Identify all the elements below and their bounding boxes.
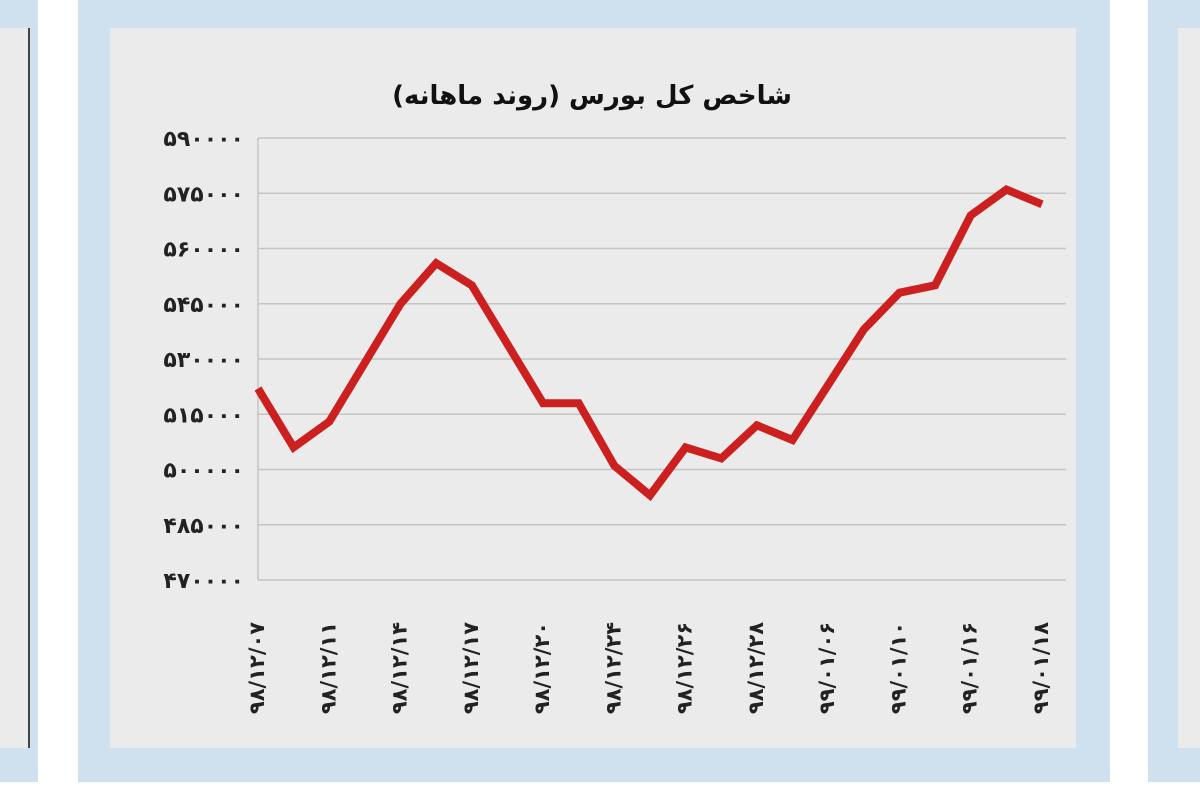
y-tick-label: ۵۴۵۰۰۰: [163, 293, 244, 318]
chart-panel: [110, 28, 1076, 748]
y-tick-label: ۵۰۰۰۰۰: [163, 459, 244, 484]
y-tick-label: ۵۹۰۰۰۰: [163, 127, 244, 152]
x-tick-label: ۹۸/۱۲/۲۸: [744, 622, 768, 714]
series-layer: [254, 185, 1044, 502]
left-panel: [0, 28, 30, 748]
y-tick-label: ۴۸۵۰۰۰: [163, 514, 244, 539]
left-chart-edge: [28, 28, 30, 748]
chart-title: شاخص کل بورس (روند ماهانه): [392, 81, 792, 111]
y-axis-tick-labels: ۵۹۰۰۰۰ ۵۷۵۰۰۰ ۵۶۰۰۰۰ ۵۴۵۰۰۰ ۵۳۰۰۰۰ ۵۱۵۰۰۰ ۵۰۰۰…: [163, 127, 244, 594]
x-axis-tick-labels: ۹۸/۱۲/۰۷ ۹۸/۱۲/۱۱ ۹۸/۱۲/۱۴ ۹۸/۱۲/۱۷ ۹۸/۱۲/۲۰…: [245, 622, 1053, 714]
series-line: [254, 185, 1044, 502]
grid-lines: [257, 137, 1066, 581]
x-tick-label: ۹۸/۱۲/۲۰: [530, 622, 554, 714]
x-tick-label: ۹۹/۰۱/۰۶: [815, 622, 839, 714]
y-tick-label: ۴۷۰۰۰۰: [163, 569, 244, 594]
x-tick-label: ۹۸/۱۲/۰۷: [245, 622, 269, 714]
x-tick-label: ۹۹/۰۱/۱۶: [958, 622, 982, 714]
x-tick-label: ۹۹/۰۱/۱۸: [1029, 622, 1053, 714]
y-tick-label: ۵۳۰۰۰۰: [163, 348, 244, 373]
x-tick-label: ۹۹/۰۱/۱۰: [886, 622, 910, 714]
x-tick-label: ۹۸/۱۲/۲۶: [673, 622, 697, 714]
y-tick-label: ۵۶۰۰۰۰: [163, 238, 244, 263]
x-tick-label: ۹۸/۱۲/۱۱: [316, 622, 340, 714]
x-tick-label: ۹۸/۱۲/۱۴: [388, 622, 412, 714]
x-tick-label: ۹۸/۱۲/۱۷: [459, 622, 483, 714]
y-tick-label: ۵۱۵۰۰۰: [163, 403, 244, 428]
x-tick-label: ۹۸/۱۲/۲۴: [601, 622, 625, 714]
y-tick-label: ۵۷۵۰۰۰: [163, 182, 244, 207]
right-panel: [1178, 28, 1200, 748]
